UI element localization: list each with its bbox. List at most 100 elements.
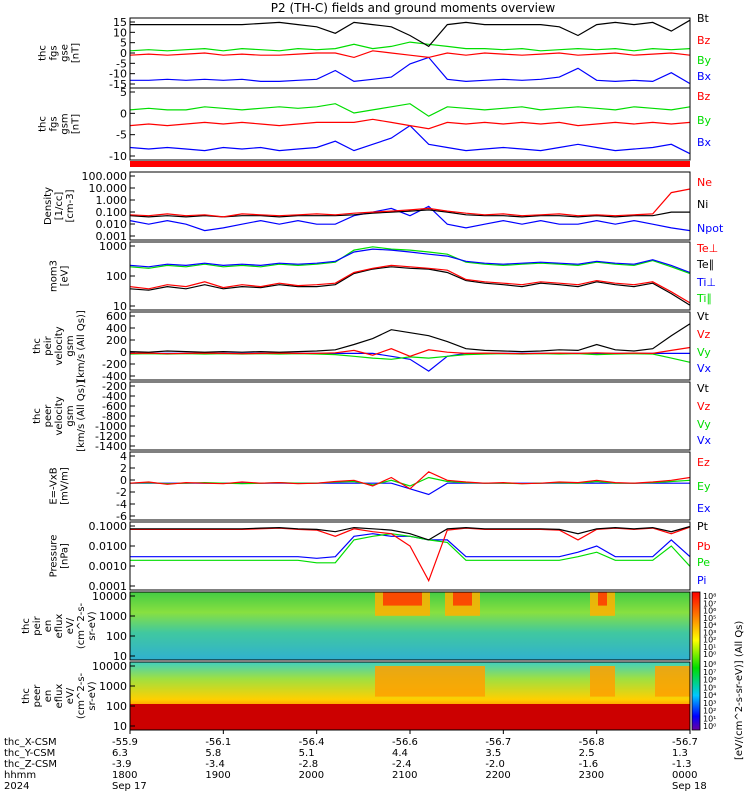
y-axis-label-line: thc — [21, 688, 32, 704]
colorbar-tick: 10² — [703, 707, 716, 716]
y-tick-label: 10.000 — [89, 182, 128, 195]
legend-entry: Ex — [697, 502, 711, 515]
legend-entry: By — [697, 54, 712, 67]
x-tick-label: 2100 — [392, 770, 417, 781]
y-axis-label-line: [mV/m] — [60, 467, 71, 505]
colorbar-tick: 10⁴ — [703, 691, 716, 700]
y-tick-label: -6 — [116, 510, 127, 523]
y-tick-label: -10 — [109, 68, 127, 81]
y-axis-label-line: eflux — [54, 614, 65, 639]
x-tick-label: -2.0 — [485, 759, 505, 770]
x-tick-label: -1.3 — [672, 759, 692, 770]
spectrogram-hotspot — [655, 666, 690, 697]
series-line-temperature — [129, 264, 691, 304]
y-tick-label: 0.0100 — [89, 540, 128, 553]
x-tick-label: 4.4 — [392, 748, 408, 759]
y-axis-label-line: eflux — [54, 684, 65, 709]
colorbar-tick: 10⁶ — [703, 676, 716, 685]
x-tick-label: -56.6 — [392, 737, 418, 748]
y-tick-label: 600 — [106, 310, 127, 323]
y-tick-label: -2 — [116, 486, 127, 499]
y-tick-label: -200 — [102, 358, 127, 371]
y-tick-label: -600 — [102, 400, 127, 413]
y-axis-label-line: thc — [32, 338, 43, 354]
y-axis-label-line: (cm^2-s- — [76, 672, 87, 719]
y-tick-label: 0 — [120, 474, 127, 487]
y-tick-label: 200 — [106, 334, 127, 347]
x-tick-label: 1.3 — [672, 748, 688, 759]
y-tick-label: -10 — [109, 150, 127, 163]
spectrogram-low-energy-band — [130, 704, 690, 730]
y-axis-label: thc peir en eflux eV/(cm^2-s-sr-eV) — [21, 602, 98, 649]
y-tick-label: -15 — [109, 78, 127, 91]
series-line-pressure — [130, 533, 691, 567]
x-axis-row-label: hhmm — [4, 770, 36, 781]
y-tick-label: 10 — [113, 26, 127, 39]
legend-entry: Pb — [697, 540, 711, 553]
legend-entry: Vx — [697, 434, 712, 447]
series-line-peir_velocity — [129, 323, 691, 353]
y-axis-label-line: [1/cc] — [54, 192, 65, 221]
spectrogram-hotspot-core — [383, 592, 422, 606]
series-line-density — [129, 205, 691, 232]
spectrogram-hotspot-core — [453, 592, 472, 606]
x-tick-label: 2000 — [299, 770, 324, 781]
y-tick-label: 0 — [120, 47, 127, 60]
colorbar-tick: 10⁵ — [703, 683, 716, 692]
x-tick-label: -3.4 — [205, 759, 225, 770]
y-tick-label: 0.100 — [96, 206, 128, 219]
legend-entry: Ez — [697, 456, 710, 469]
y-axis-label-line: gsm — [60, 113, 71, 134]
y-tick-label: 2 — [120, 462, 127, 475]
y-axis-label-line: eV/ — [65, 617, 76, 634]
legend-entry: Pi — [697, 574, 706, 587]
y-tick-label: 10 — [113, 650, 127, 663]
y-axis-label-line: sr-eV) — [87, 681, 98, 710]
series-line-fgs_gsm — [129, 124, 691, 155]
x-tick-label: 5.8 — [205, 748, 221, 759]
y-axis-label-line: velocity — [54, 326, 65, 365]
legend-entry: Ne — [697, 176, 712, 189]
legend-entry: Vy — [697, 418, 711, 431]
x-tick-label: -56.7 — [672, 737, 698, 748]
y-axis-label-line: fgs — [49, 116, 60, 131]
legend-entry: Npot — [697, 222, 724, 235]
colorbar-tick: 10⁴ — [703, 621, 716, 630]
y-axis-label-line: peir — [43, 335, 54, 355]
panel-peer_velocity: -200-400-600-800-1000-1200-1400 thc peer ve… — [32, 380, 712, 453]
y-tick-label: 0 — [120, 107, 127, 120]
y-tick-label: -1000 — [95, 420, 127, 433]
colorbar-tick: 10⁰ — [703, 722, 716, 731]
y-axis-label-line: fgs — [49, 45, 60, 60]
colorbar-scale — [691, 591, 701, 731]
legend-entry: Ey — [697, 480, 711, 493]
x-tick-label: -56.1 — [205, 737, 231, 748]
y-tick-label: -5 — [116, 57, 127, 70]
legend-entry: By — [697, 114, 712, 127]
panel-frame — [129, 591, 691, 661]
y-tick-label: 0.0001 — [89, 580, 128, 593]
y-axis-label-line: peer — [43, 404, 54, 428]
panel-frame — [129, 451, 691, 521]
y-tick-label: 0 — [120, 346, 127, 359]
y-tick-label: 400 — [106, 322, 127, 335]
x-axis-row-label: thc_Z-CSM — [4, 759, 57, 770]
x-tick-label: 2300 — [579, 770, 604, 781]
panel-peer_eflux: 10000 1000 100 10 thc peer en eflux eV/(cm^2-s-s… — [21, 660, 691, 733]
y-tick-label: 5 — [120, 37, 127, 50]
y-tick-label: 1000 — [99, 610, 127, 623]
y-tick-label: 10 — [113, 300, 127, 313]
y-tick-label: 10000 — [92, 590, 127, 603]
y-tick-label: 15 — [113, 16, 127, 29]
colorbar-tick: 10¹ — [703, 643, 716, 652]
series-line-density — [129, 188, 691, 218]
legend-entry: Te∥ — [696, 258, 714, 271]
y-axis-label-line: [nT] — [71, 43, 82, 63]
y-axis-label-line: velocity — [54, 396, 65, 435]
y-axis-label-line: [km/s (All Qs)] — [76, 380, 87, 452]
y-axis-label: mom3 [eV] — [49, 260, 71, 292]
series-line-fgs_gse — [129, 50, 691, 59]
